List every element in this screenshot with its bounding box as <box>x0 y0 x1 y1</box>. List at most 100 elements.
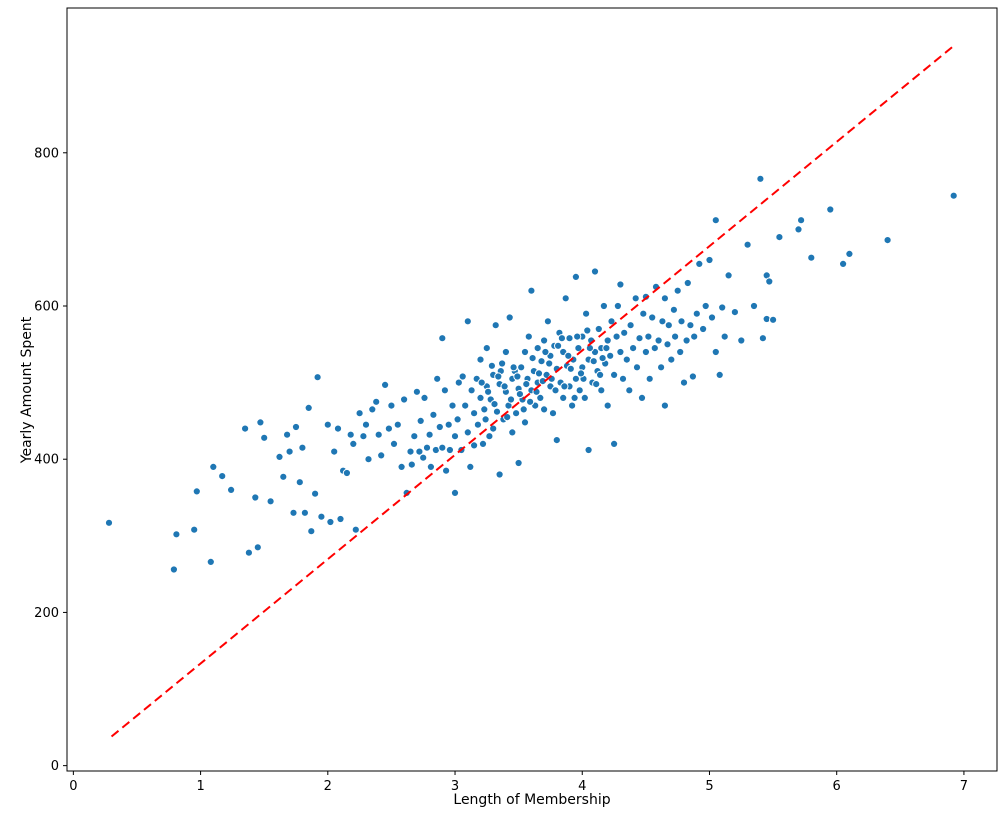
data-point <box>266 497 275 506</box>
y-tick-label: 800 <box>34 146 59 161</box>
data-point <box>566 364 575 373</box>
data-point <box>407 460 416 469</box>
data-point <box>565 334 574 343</box>
data-point <box>626 321 635 330</box>
data-point <box>657 363 666 372</box>
data-point <box>517 363 526 372</box>
data-point <box>583 326 592 335</box>
data-point <box>438 443 447 452</box>
data-point <box>743 240 752 249</box>
data-point <box>557 334 567 343</box>
data-point <box>631 294 640 303</box>
data-point <box>192 487 201 496</box>
data-point <box>300 508 309 517</box>
data-point <box>707 313 717 322</box>
data-point <box>355 409 364 418</box>
x-tick-label: 5 <box>705 779 713 794</box>
data-point <box>637 393 647 402</box>
data-point <box>571 272 581 281</box>
data-point <box>445 445 454 455</box>
data-point <box>463 317 472 326</box>
data-point <box>737 336 746 345</box>
data-point <box>420 393 429 402</box>
data-point <box>564 351 573 360</box>
data-point <box>669 305 679 314</box>
data-point <box>406 447 415 456</box>
data-point <box>575 386 584 395</box>
data-point <box>839 259 848 268</box>
data-point <box>381 380 390 389</box>
data-point <box>484 387 493 396</box>
data-point <box>349 439 358 448</box>
data-point <box>477 378 486 387</box>
data-point <box>330 447 339 456</box>
data-point <box>368 405 377 414</box>
data-point <box>826 205 835 214</box>
data-point <box>597 386 606 395</box>
data-point <box>724 271 733 280</box>
data-point <box>701 301 710 311</box>
data-point <box>476 355 485 364</box>
data-point <box>545 359 554 368</box>
data-point <box>412 387 421 396</box>
data-point <box>673 286 682 295</box>
y-tick-label: 600 <box>34 299 59 314</box>
data-point <box>515 390 525 399</box>
data-point <box>503 413 512 422</box>
data-point <box>574 344 583 353</box>
data-point <box>758 334 768 343</box>
data-point <box>576 369 586 378</box>
data-point <box>466 462 475 471</box>
data-point <box>845 249 854 258</box>
data-point <box>500 382 509 391</box>
data-point <box>326 517 335 527</box>
data-point <box>720 332 729 341</box>
data-point <box>323 420 332 429</box>
data-point <box>364 455 373 464</box>
data-point <box>519 405 528 414</box>
y-axis-label: Yearly Amount Spent <box>19 316 35 464</box>
data-point <box>603 336 612 345</box>
data-point <box>444 420 453 429</box>
data-point <box>241 424 250 433</box>
data-point <box>682 336 691 345</box>
data-point <box>667 355 676 364</box>
data-point <box>514 458 523 468</box>
data-point <box>592 380 601 389</box>
data-point <box>333 424 343 433</box>
data-point <box>610 370 619 379</box>
data-point <box>448 401 457 410</box>
data-point <box>807 253 816 262</box>
data-point <box>695 259 704 268</box>
data-point <box>494 372 503 381</box>
data-point <box>775 233 784 242</box>
x-tick-label: 2 <box>324 779 332 794</box>
data-point <box>589 357 598 366</box>
data-point <box>616 280 625 289</box>
data-point <box>705 255 714 265</box>
data-point <box>598 354 607 363</box>
data-point <box>606 351 615 360</box>
data-point <box>520 418 530 427</box>
data-point <box>482 344 491 353</box>
data-point <box>374 430 383 439</box>
data-point <box>253 543 262 552</box>
data-point <box>537 357 546 366</box>
data-point <box>607 317 616 326</box>
data-point <box>506 395 516 404</box>
data-point <box>487 361 496 370</box>
data-point <box>429 410 438 419</box>
data-point <box>602 344 611 353</box>
data-point <box>625 386 634 395</box>
data-point <box>730 308 740 317</box>
data-point <box>629 344 638 353</box>
data-point <box>285 447 294 456</box>
x-tick-label: 7 <box>960 779 968 794</box>
data-point <box>679 378 689 387</box>
data-point <box>644 332 653 341</box>
data-point <box>613 301 623 311</box>
data-point <box>635 334 644 343</box>
data-point <box>711 347 720 357</box>
data-point <box>594 324 603 334</box>
trend-line <box>110 43 956 738</box>
